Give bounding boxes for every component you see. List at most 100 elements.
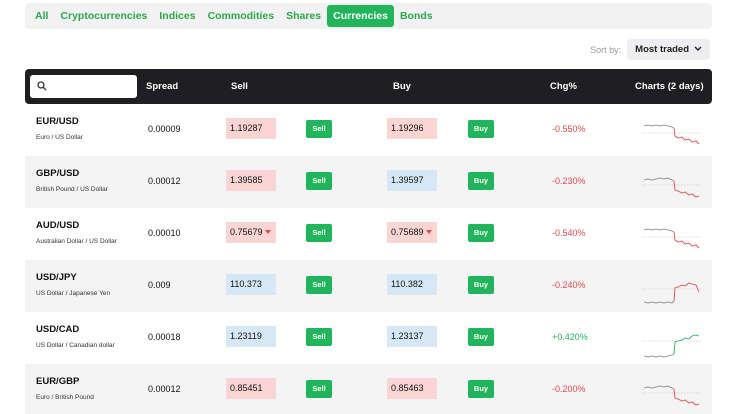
sort-dropdown[interactable]: Most traded (627, 39, 710, 60)
buy-button[interactable]: Buy (468, 120, 494, 138)
table-row[interactable]: EUR/USD Euro / US Dollar 0.00009 1.19287 Sel… (25, 104, 712, 156)
tab-currencies[interactable]: Currencies (327, 5, 394, 27)
tab-shares[interactable]: Shares (286, 10, 322, 22)
sell-price-value: 110.373 (230, 279, 262, 289)
sell-price-value: 0.85451 (230, 383, 263, 393)
sell-button[interactable]: Sell (306, 328, 332, 346)
spread-value: 0.009 (148, 280, 171, 290)
sparkline-history (643, 300, 675, 304)
search-icon (37, 81, 47, 91)
sparkline-history (643, 124, 675, 129)
buy-button[interactable]: Buy (468, 276, 494, 294)
instrument-name: British Pound / US Dollar (36, 186, 108, 193)
header-buy: Buy (393, 81, 411, 92)
sell-button[interactable]: Sell (306, 172, 332, 190)
sell-button[interactable]: Sell (306, 120, 332, 138)
instrument-name: Euro / US Dollar (36, 134, 83, 141)
sell-price: 0.75679 (226, 222, 276, 243)
sparkline-history (643, 228, 675, 233)
instrument-symbol[interactable]: USD/JPY (36, 272, 77, 283)
sell-price-value: 1.19287 (230, 123, 263, 133)
tab-indices[interactable]: Indices (159, 10, 196, 22)
sparkline-recent (673, 388, 700, 406)
table-row[interactable]: GBP/USD British Pound / US Dollar 0.00012 1… (25, 156, 712, 208)
buy-button[interactable]: Buy (468, 380, 494, 398)
header-spread: Spread (146, 81, 179, 92)
spread-value: 0.00009 (148, 124, 181, 134)
sell-price: 0.85451 (226, 378, 276, 399)
sparkline-chart[interactable] (642, 166, 704, 204)
buy-price-value: 1.23137 (391, 331, 424, 341)
sell-price-value: 0.75679 (230, 227, 263, 237)
instrument-symbol[interactable]: AUD/USD (36, 220, 80, 231)
spread-value: 0.00012 (148, 384, 181, 394)
buy-button[interactable]: Buy (468, 224, 494, 242)
down-arrow-icon (265, 230, 271, 234)
tab-all[interactable]: All (35, 10, 49, 22)
spread-value: 0.00012 (148, 176, 181, 186)
sparkline-recent (673, 231, 700, 249)
table-header: Spread Sell Buy Chg% Charts (2 days) (25, 69, 712, 104)
change-percent: -0.550% (552, 124, 586, 134)
buy-price-value: 110.382 (391, 279, 423, 289)
change-percent: +0.420% (552, 332, 588, 342)
sell-price: 1.23119 (226, 326, 276, 347)
sort-control: Sort by: Most traded (590, 39, 710, 60)
change-percent: -0.230% (552, 176, 586, 186)
search-input[interactable] (50, 77, 134, 96)
table-row[interactable]: USD/JPY US Dollar / Japanese Yen 0.009 110.… (25, 260, 712, 312)
header-sell: Sell (231, 81, 248, 92)
instrument-symbol[interactable]: EUR/GBP (36, 376, 80, 387)
sparkline-recent (673, 334, 700, 355)
sparkline-recent (673, 127, 700, 145)
sparkline-chart[interactable] (642, 322, 704, 360)
instrument-symbol[interactable]: EUR/USD (36, 116, 79, 127)
sell-price-value: 1.23119 (230, 331, 262, 341)
buy-button[interactable]: Buy (468, 328, 494, 346)
sparkline-chart[interactable] (642, 114, 704, 152)
sort-label: Sort by: (590, 44, 622, 55)
sell-button[interactable]: Sell (306, 380, 332, 398)
down-arrow-icon (426, 230, 432, 234)
buy-price: 0.85463 (387, 378, 437, 399)
table-row[interactable]: USD/CAD US Dollar / Canadian dollar 0.0001… (25, 312, 712, 364)
buy-price-value: 1.39597 (391, 175, 424, 185)
sparkline-history (643, 177, 675, 182)
sell-price-value: 1.39585 (230, 175, 263, 185)
sparkline-recent (673, 282, 700, 302)
buy-price: 1.39597 (387, 170, 437, 191)
spread-value: 0.00018 (148, 332, 181, 342)
search-box[interactable] (30, 75, 137, 98)
sparkline-chart[interactable] (642, 374, 704, 412)
sparkline-history (643, 385, 675, 390)
sparkline-chart[interactable] (642, 270, 704, 308)
tab-commodities[interactable]: Commodities (207, 10, 275, 22)
tab-cryptocurrencies[interactable]: Cryptocurrencies (60, 10, 148, 22)
sell-button[interactable]: Sell (306, 276, 332, 294)
sparkline-chart[interactable] (642, 218, 704, 256)
table-row[interactable]: EUR/GBP Euro / British Pound 0.00012 0.8545… (25, 364, 712, 414)
buy-button[interactable]: Buy (468, 172, 494, 190)
header-chg: Chg% (550, 81, 577, 92)
buy-price-value: 0.75689 (391, 227, 424, 237)
change-percent: -0.200% (552, 384, 586, 394)
buy-price-value: 1.19296 (391, 123, 424, 133)
sparkline-recent (673, 180, 700, 198)
instrument-name: Euro / British Pound (36, 394, 94, 401)
instrument-symbol[interactable]: GBP/USD (36, 168, 80, 179)
table-row[interactable]: AUD/USD Australian Dollar / US Dollar 0.00… (25, 208, 712, 260)
change-percent: -0.240% (552, 280, 586, 290)
buy-price: 110.382 (387, 274, 437, 295)
spread-value: 0.00010 (148, 228, 181, 238)
sell-price: 1.39585 (226, 170, 276, 191)
instrument-name: US Dollar / Japanese Yen (36, 290, 111, 297)
tab-bonds[interactable]: Bonds (399, 10, 433, 22)
sparkline-history (643, 353, 675, 358)
instrument-symbol[interactable]: USD/CAD (36, 324, 80, 335)
market-category-tabs: All Cryptocurrencies Indices Commodities Sha… (25, 3, 712, 29)
sell-button[interactable]: Sell (306, 224, 332, 242)
sell-price: 110.373 (226, 274, 276, 295)
sort-value: Most traded (635, 44, 689, 55)
instrument-name: US Dollar / Canadian dollar (36, 342, 115, 349)
